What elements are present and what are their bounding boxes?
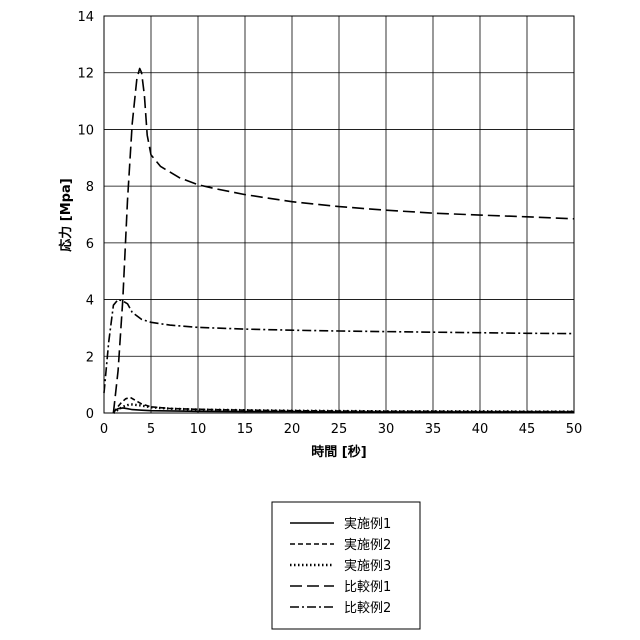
x-tick-label: 50 [566,422,583,437]
y-tick-label: 6 [86,237,94,252]
x-tick-label: 25 [331,422,348,437]
x-tick-label: 35 [425,422,442,437]
y-tick-label: 2 [86,350,94,365]
y-tick-label: 10 [77,123,94,138]
y-tick-label: 4 [86,294,94,309]
x-tick-label: 30 [378,422,395,437]
y-axis-label: 応力 [Mpa] [58,178,74,251]
x-tick-label: 40 [472,422,489,437]
x-tick-label: 45 [519,422,536,437]
y-tick-label: 14 [77,10,94,25]
legend-label-2: 実施例2 [344,537,391,553]
x-axis-label: 時間 [秒] [311,444,366,460]
x-tick-label: 10 [190,422,207,437]
legend: 実施例1 実施例2 実施例3 比較例1 比較例2 [272,502,420,629]
y-tick-label: 12 [77,67,94,82]
y-tick-labels: 0 2 4 6 8 10 12 14 [77,10,94,422]
legend-label-5: 比較例2 [344,601,391,616]
x-tick-label: 20 [284,422,301,437]
x-tick-labels: 0 5 10 15 20 25 30 35 40 45 50 [100,422,582,437]
legend-label-1: 実施例1 [344,516,391,532]
series-line-4 [113,69,574,414]
legend-label-4: 比較例1 [344,580,391,595]
y-tick-label: 0 [86,407,94,422]
legend-label-3: 実施例3 [344,558,391,574]
y-tick-label: 8 [86,180,94,195]
x-tick-label: 5 [147,422,155,437]
x-tick-label: 15 [237,422,254,437]
x-tick-label: 0 [100,422,108,437]
grid-lines [104,16,574,413]
